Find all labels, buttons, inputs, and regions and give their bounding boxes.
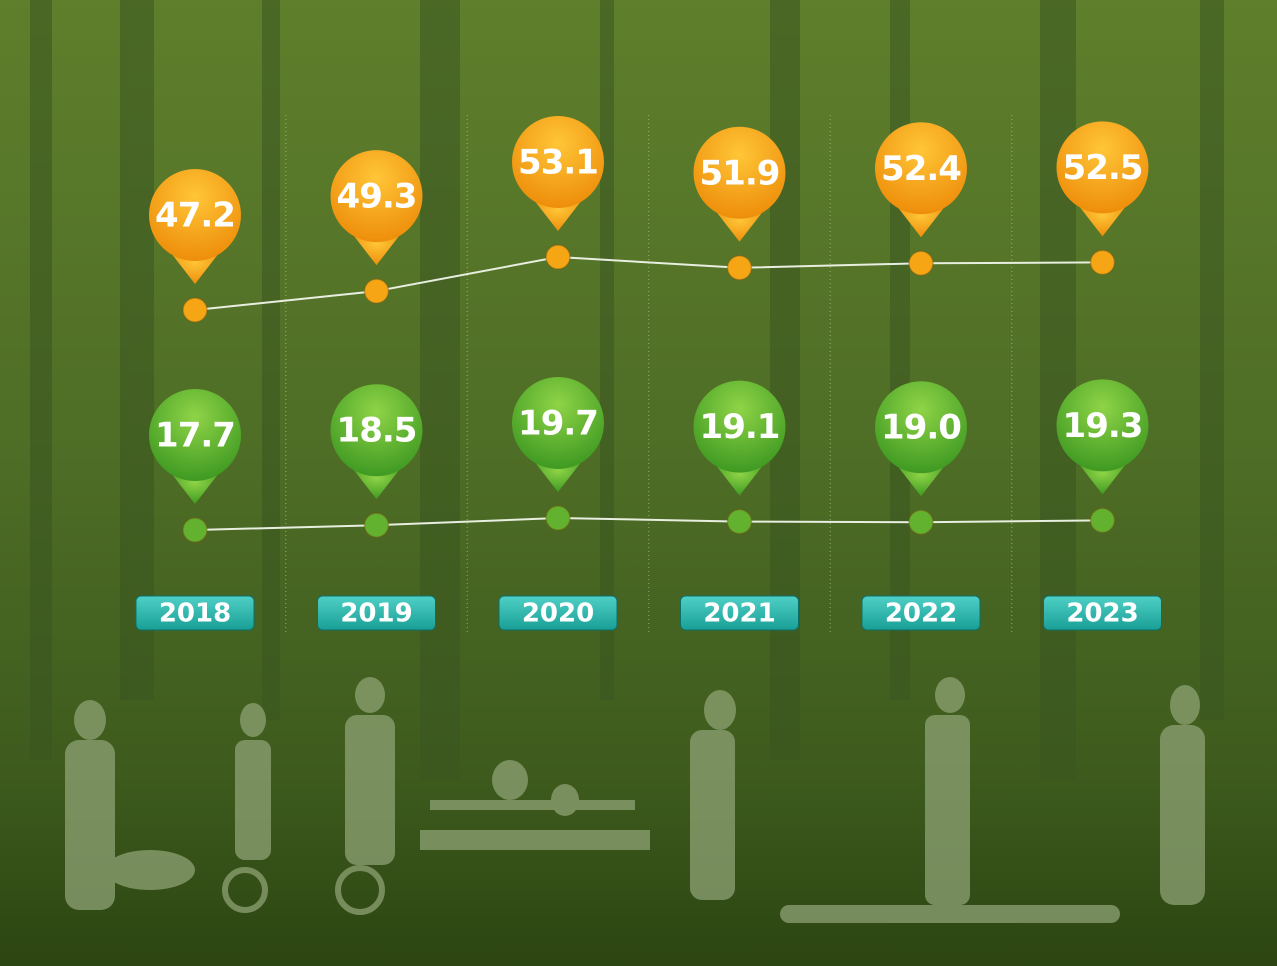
data-label: 51.9 — [700, 153, 780, 193]
data-label: 49.3 — [337, 177, 417, 217]
data-label: 18.5 — [337, 411, 417, 451]
data-label: 19.7 — [518, 404, 598, 444]
data-label: 52.4 — [881, 149, 961, 189]
x-tick-label: 2019 — [340, 599, 412, 629]
data-point — [1091, 508, 1115, 532]
data-label: 47.2 — [155, 196, 235, 236]
data-point — [365, 513, 389, 537]
data-point — [1091, 250, 1115, 274]
infographic: 47.2 49.3 53.1 51.9 52.4 52.5 17.7 18.5 19.7 19.1… — [0, 0, 1277, 966]
data-label: 52.5 — [1063, 148, 1143, 188]
data-point — [183, 518, 207, 542]
data-label: 19.3 — [1063, 406, 1143, 446]
data-point — [909, 251, 933, 275]
data-point — [183, 298, 207, 322]
data-point — [546, 245, 570, 269]
data-label: 19.0 — [881, 408, 961, 448]
x-tick-label: 2018 — [159, 599, 231, 629]
x-tick-label: 2023 — [1066, 599, 1138, 629]
data-label: 17.7 — [155, 416, 235, 456]
data-point — [728, 510, 752, 534]
x-tick-label: 2020 — [522, 599, 594, 629]
x-tick-label: 2022 — [885, 599, 957, 629]
data-point — [365, 279, 389, 303]
data-label: 19.1 — [700, 407, 780, 447]
data-label: 53.1 — [518, 143, 598, 183]
data-point — [546, 506, 570, 530]
data-point — [728, 256, 752, 280]
x-tick-label: 2021 — [703, 599, 775, 629]
data-point — [909, 510, 933, 534]
